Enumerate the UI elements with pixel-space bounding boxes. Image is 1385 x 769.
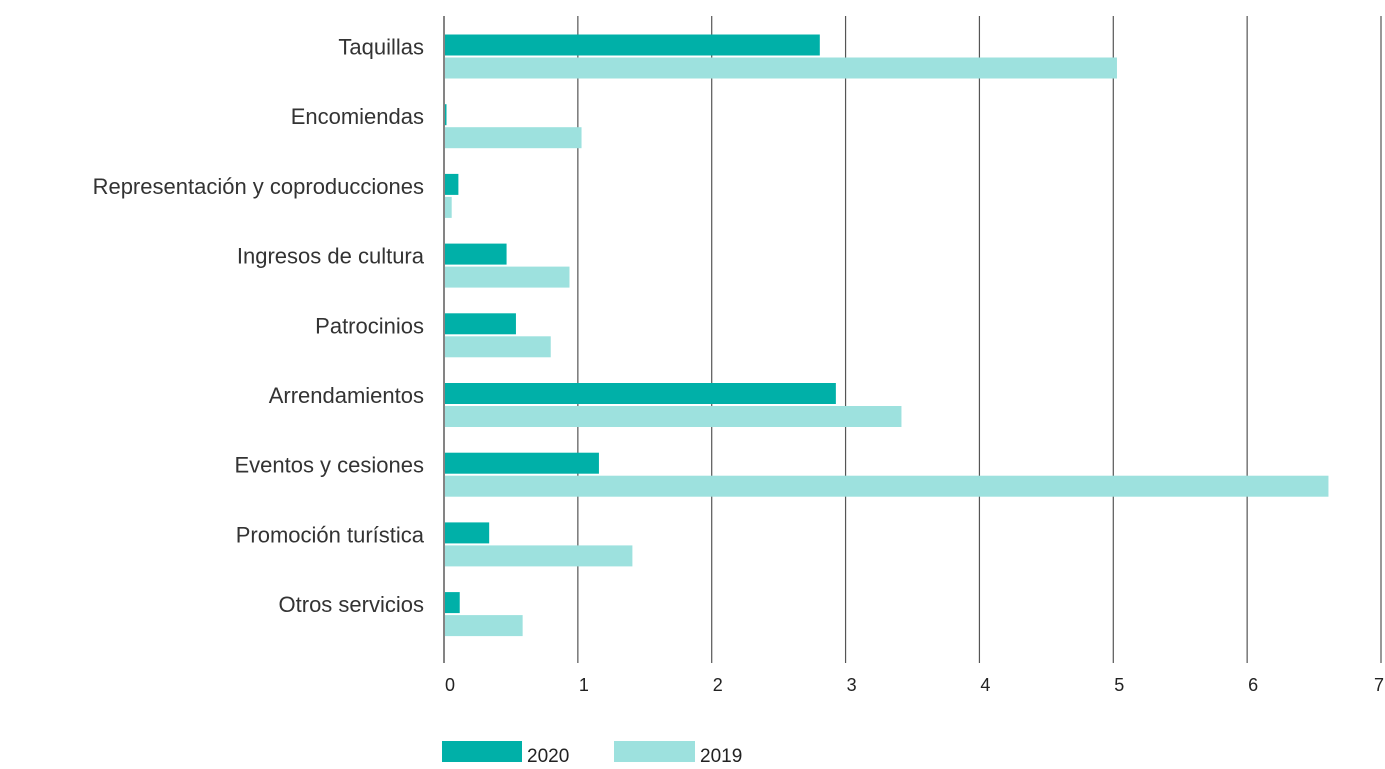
bar-2019-2 [445, 196, 452, 218]
category-label-3: Ingresos de cultura [237, 244, 425, 269]
bar-2020-7 [445, 522, 490, 544]
x-tick-label-2: 2 [713, 675, 723, 695]
category-label-8: Otros servicios [279, 592, 424, 617]
x-tick-label-3: 3 [847, 675, 857, 695]
bar-2019-0 [445, 57, 1117, 79]
bar-2019-1 [445, 127, 582, 149]
bar-2019-8 [445, 615, 523, 637]
x-tick-label-6: 6 [1248, 675, 1258, 695]
legend-swatch-2020 [442, 741, 522, 762]
bar-2019-6 [445, 475, 1329, 497]
category-label-5: Arrendamientos [269, 383, 424, 408]
x-tick-label-5: 5 [1114, 675, 1124, 695]
x-tick-label-0: 0 [445, 675, 455, 695]
bar-2020-1 [445, 104, 447, 126]
category-labels: Taquillas Encomiendas Representación y cop… [93, 35, 425, 618]
legend: 2020 2019 [442, 741, 742, 767]
category-label-6: Eventos y cesiones [234, 453, 424, 478]
x-tick-label-4: 4 [980, 675, 990, 695]
bar-2020-5 [445, 383, 836, 404]
bar-2019-4 [445, 336, 551, 358]
category-label-1: Encomiendas [291, 104, 424, 129]
category-label-0: Taquillas [338, 35, 424, 60]
bars [445, 34, 1329, 637]
bar-2020-8 [445, 592, 460, 614]
gridlines [577, 16, 1382, 663]
bar-2019-3 [445, 266, 570, 288]
x-tick-label-1: 1 [579, 675, 589, 695]
category-label-7: Promoción turística [236, 522, 425, 547]
x-tick-label-7: 7 [1374, 675, 1384, 695]
bar-2020-0 [445, 34, 820, 56]
category-label-4: Patrocinios [315, 313, 424, 338]
bar-2019-7 [445, 545, 633, 567]
legend-label-2020: 2020 [527, 746, 569, 764]
bar-2019-5 [445, 406, 902, 427]
category-label-2: Representación y coproducciones [93, 174, 424, 199]
bar-2020-6 [445, 452, 599, 474]
bar-2020-2 [445, 173, 459, 195]
legend-swatch-2019 [614, 741, 695, 762]
x-tick-labels: 0 1 2 3 4 5 6 7 [445, 675, 1384, 695]
bar-2020-3 [445, 243, 507, 265]
bar-2020-4 [445, 313, 516, 335]
legend-label-2019: 2019 [700, 746, 742, 764]
